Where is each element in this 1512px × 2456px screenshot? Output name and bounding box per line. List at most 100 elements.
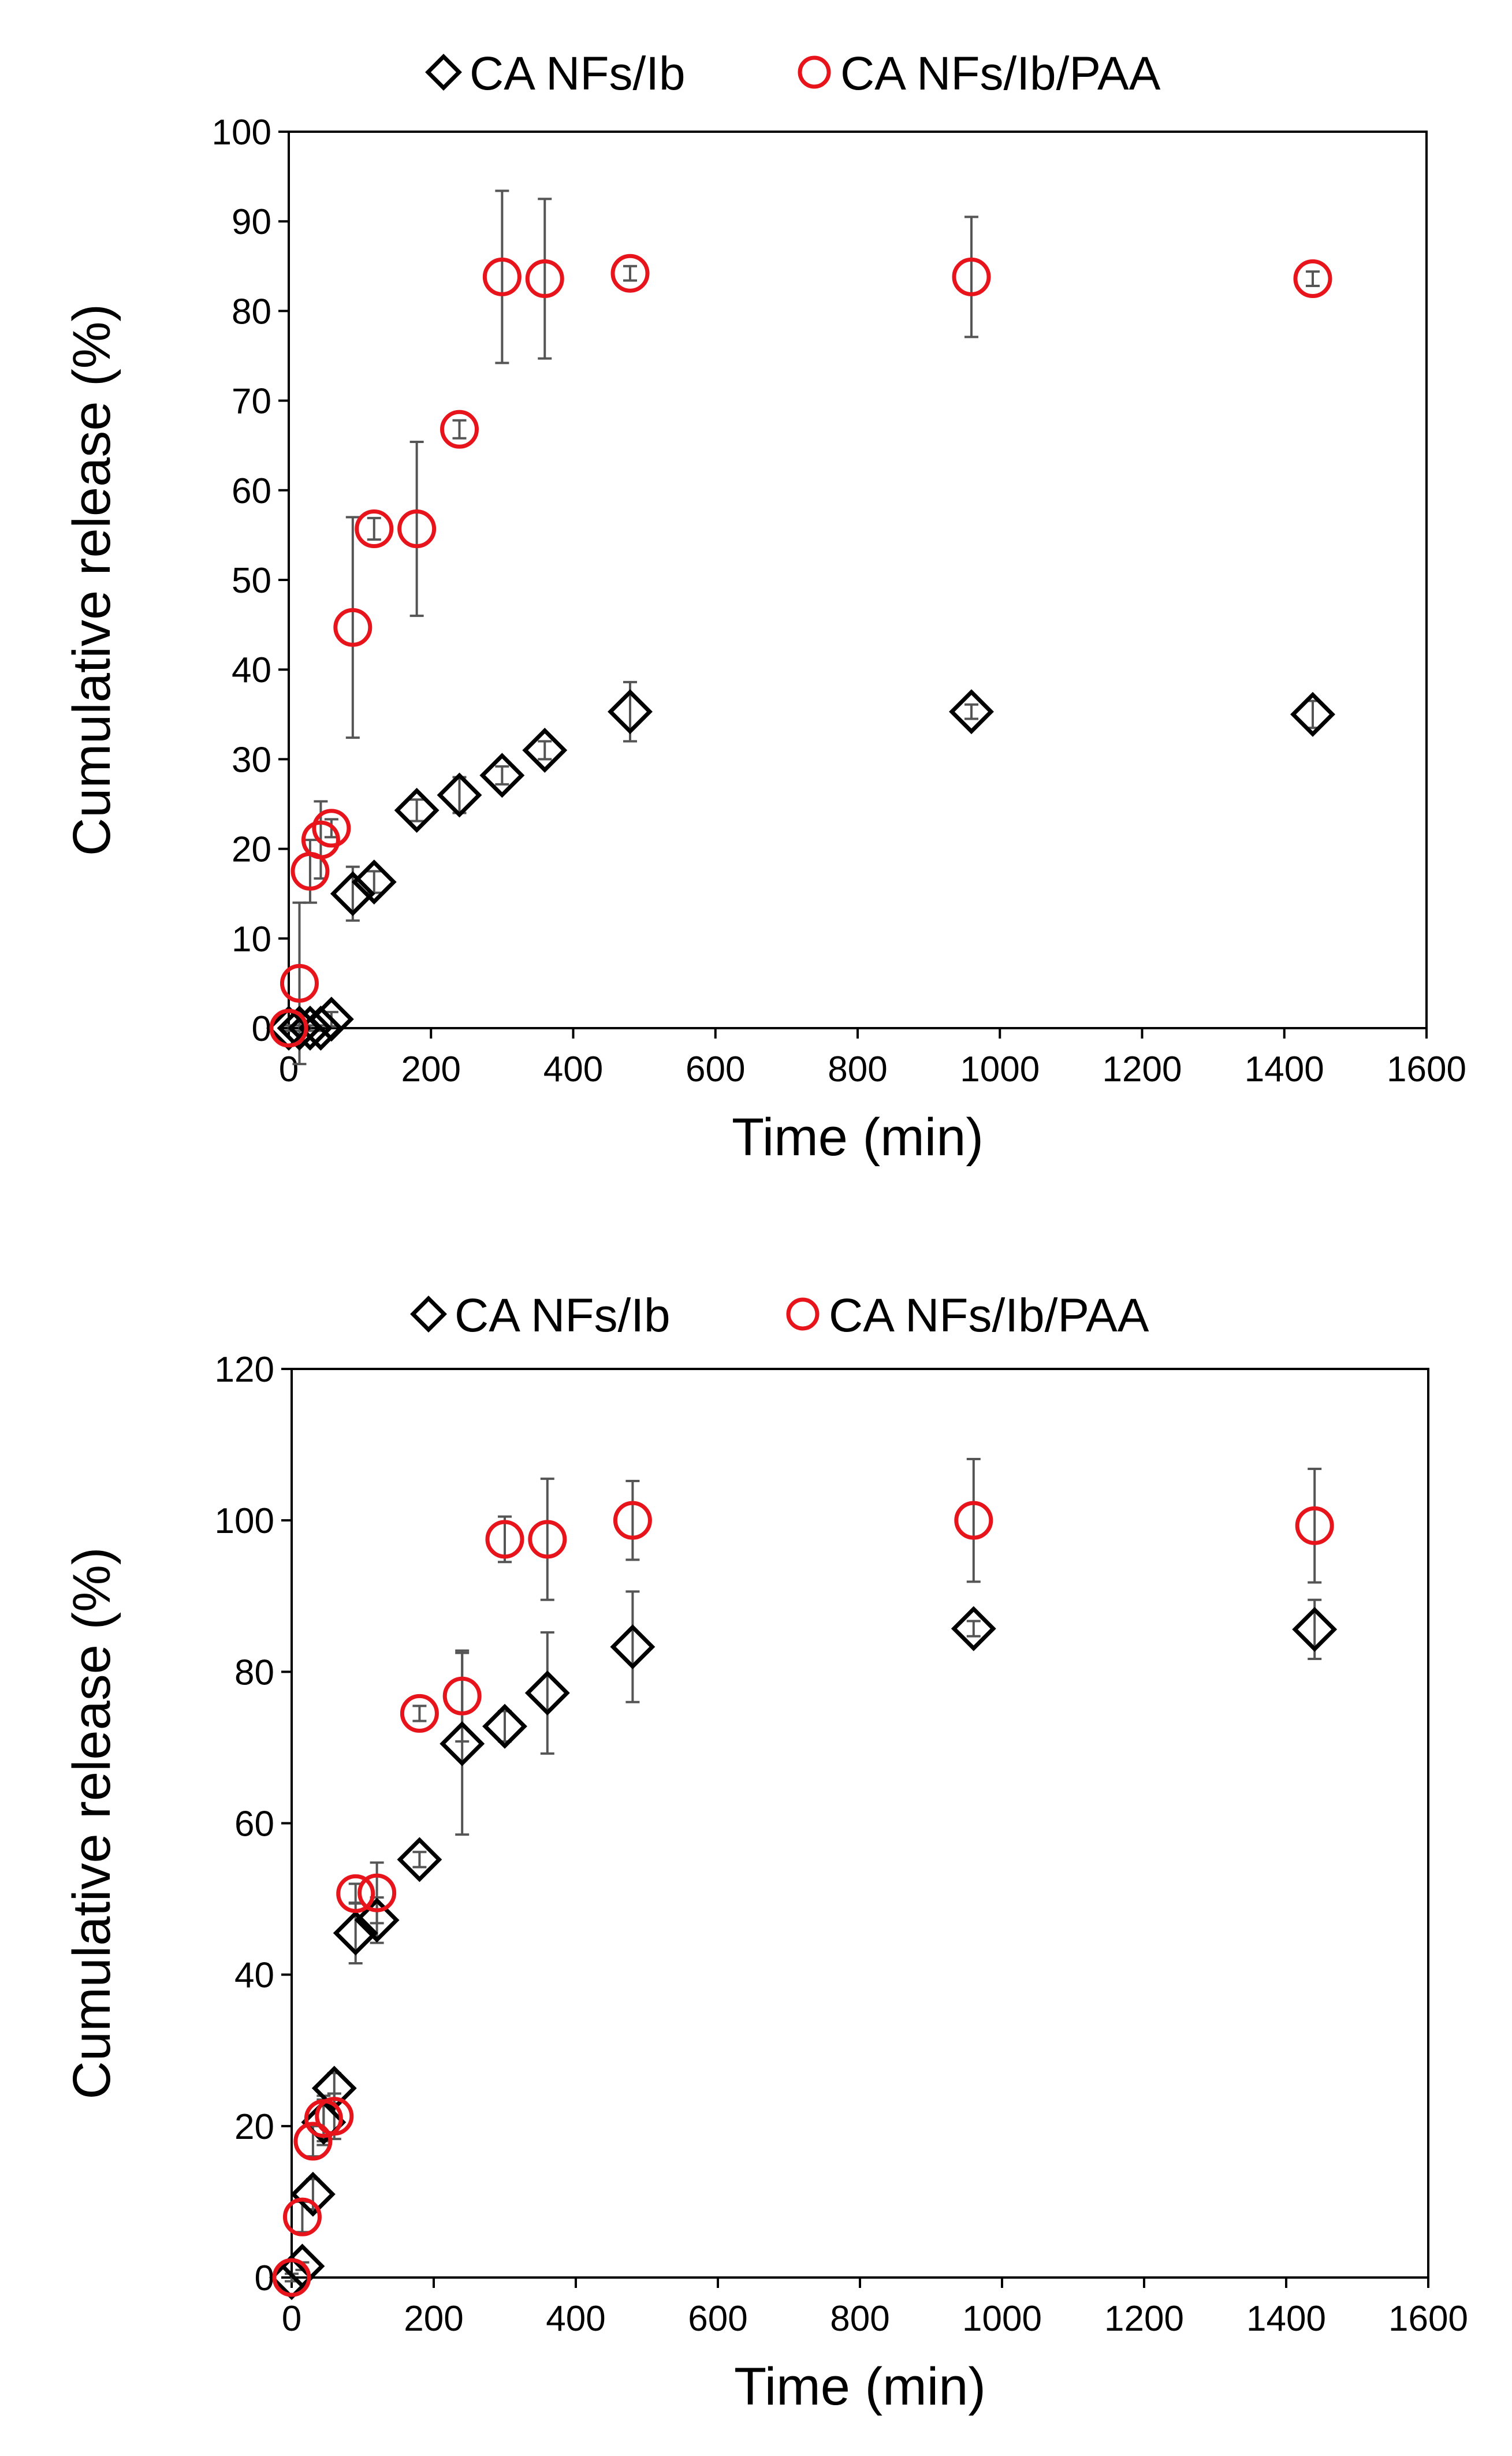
x-tick-label: 1400 — [1245, 1050, 1324, 1089]
data-point-diamond — [522, 727, 568, 773]
data-point-circle — [336, 1874, 375, 1913]
data-point-diamond — [330, 871, 375, 917]
x-tick-label: 1200 — [1104, 2299, 1184, 2339]
data-point-diamond — [437, 772, 482, 818]
data-point-diamond — [1292, 1606, 1338, 1652]
data-point-circle — [485, 1520, 524, 1559]
legend-marker-diamond — [425, 54, 462, 91]
data-point-diamond — [951, 1606, 996, 1651]
x-tick-label: 0 — [279, 1050, 299, 1089]
data-point-diamond — [290, 2171, 336, 2217]
data-point-diamond — [440, 1721, 485, 1766]
data-point-circle — [272, 2258, 311, 2297]
x-tick-label: 200 — [401, 1050, 461, 1089]
data-point-circle — [525, 259, 564, 299]
data-point-diamond — [351, 859, 397, 905]
y-tick-label: 100 — [215, 1501, 274, 1541]
x-tick-label: 1200 — [1103, 1050, 1182, 1089]
data-point-diamond — [301, 2100, 347, 2145]
data-point-diamond — [610, 1624, 656, 1670]
data-point-diamond — [397, 1837, 442, 1882]
data-point-circle — [269, 1009, 308, 1048]
data-point-circle — [613, 1501, 652, 1540]
data-point-circle — [315, 2097, 354, 2136]
legend-marker-circle — [786, 1297, 820, 1331]
data-point-circle — [528, 1520, 567, 1559]
data-point-circle — [397, 509, 437, 549]
data-point-diamond — [394, 787, 440, 833]
data-point-diamond — [298, 1006, 344, 1051]
data-point-circle — [952, 257, 991, 296]
data-point-circle — [282, 2197, 322, 2237]
x-axis-title: Time (min) — [734, 2357, 986, 2416]
data-point-circle — [357, 1873, 397, 1912]
legend-label: CA NFs/Ib/PAA — [829, 1289, 1149, 1342]
legend-label: CA NFs/Ib — [455, 1289, 671, 1342]
data-point-diamond — [354, 1897, 400, 1943]
y-tick-label: 10 — [232, 920, 271, 959]
data-point-circle — [301, 820, 340, 859]
y-tick-label: 50 — [232, 561, 271, 601]
y-tick-label: 60 — [234, 1804, 274, 1844]
x-tick-label: 400 — [543, 1050, 603, 1089]
y-tick-label: 120 — [215, 1350, 274, 1390]
y-tick-label: 80 — [232, 292, 271, 332]
x-axis-title: Time (min) — [732, 1108, 984, 1167]
x-tick-label: 1600 — [1387, 1050, 1466, 1089]
x-tick-label: 1600 — [1388, 2299, 1468, 2339]
y-tick-label: 40 — [232, 650, 271, 690]
data-point-circle — [1293, 259, 1332, 299]
legend-label: CA NFs/Ib — [470, 47, 686, 100]
data-point-circle — [293, 2122, 333, 2161]
y-tick-label: 80 — [234, 1653, 274, 1692]
x-tick-label: 800 — [828, 1050, 887, 1089]
y-tick-label: 30 — [232, 740, 271, 780]
y-tick-label: 70 — [232, 382, 271, 422]
data-point-circle — [280, 963, 319, 1003]
x-tick-label: 1000 — [962, 2299, 1042, 2339]
data-point-diamond — [949, 689, 994, 735]
legend-label: CA NFs/Ib/PAA — [840, 47, 1161, 100]
y-tick-label: 20 — [232, 830, 271, 870]
data-point-circle — [1295, 1506, 1334, 1545]
y-tick-label: 60 — [232, 471, 271, 511]
data-point-circle — [355, 509, 394, 549]
data-point-diamond — [479, 753, 525, 798]
x-tick-label: 200 — [404, 2299, 463, 2339]
x-tick-label: 1000 — [960, 1050, 1040, 1089]
data-point-diamond — [266, 1006, 311, 1051]
data-point-circle — [333, 608, 373, 647]
y-tick-label: 40 — [234, 1956, 274, 1996]
data-point-diamond — [482, 1703, 527, 1749]
x-tick-label: 600 — [686, 1050, 745, 1089]
data-point-diamond — [1290, 691, 1335, 737]
data-point-diamond — [311, 2066, 357, 2111]
data-point-diamond — [269, 2255, 314, 2300]
data-point-circle — [610, 254, 650, 293]
x-tick-label: 800 — [830, 2299, 889, 2339]
data-point-diamond — [524, 1670, 570, 1716]
y-tick-label: 100 — [212, 113, 271, 152]
legend-marker-diamond — [410, 1296, 447, 1333]
y-tick-label: 90 — [232, 202, 271, 242]
data-point-circle — [400, 1694, 439, 1733]
plot-frame — [288, 131, 1428, 1029]
x-tick-label: 600 — [688, 2299, 747, 2339]
x-tick-label: 1400 — [1246, 2299, 1326, 2339]
data-point-circle — [482, 257, 522, 296]
data-point-diamond — [308, 996, 354, 1042]
data-point-circle — [312, 809, 351, 848]
data-point-circle — [954, 1501, 993, 1540]
data-point-diamond — [608, 689, 653, 735]
x-tick-label: 400 — [546, 2299, 605, 2339]
x-tick-label: 0 — [282, 2299, 301, 2339]
y-axis-title: Cumulative release (%) — [62, 1547, 121, 2099]
y-axis-title: Cumulative release (%) — [62, 304, 121, 856]
data-point-circle — [442, 1676, 482, 1716]
y-tick-label: 20 — [234, 2107, 274, 2147]
data-point-diamond — [287, 1006, 333, 1051]
data-point-diamond — [333, 1910, 378, 1956]
